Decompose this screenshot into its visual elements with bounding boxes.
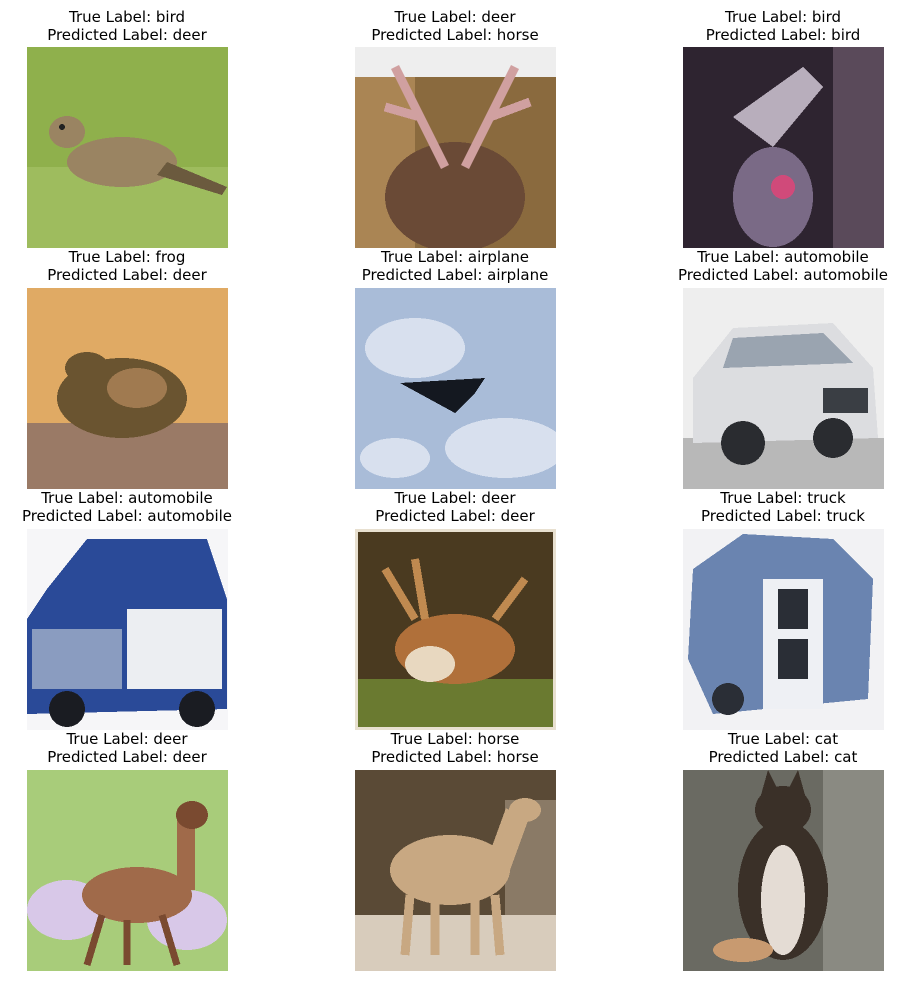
image-cell: True Label: deer Predicted Label: deer — [335, 489, 575, 525]
image-cell: True Label: frog Predicted Label: deer — [7, 248, 247, 284]
image-cell: True Label: cat Predicted Label: cat — [663, 730, 903, 766]
sample-image — [355, 288, 556, 489]
true-label-title: True Label: deer — [394, 489, 516, 507]
sample-image — [355, 770, 556, 971]
true-label-title: True Label: airplane — [380, 248, 530, 266]
deer-forest-picture — [355, 529, 556, 730]
true-label-title: True Label: frog — [68, 248, 186, 266]
sample-image — [355, 47, 556, 248]
bird-dark-picture — [683, 47, 884, 248]
frog-picture — [27, 288, 228, 489]
true-label-title: True Label: horse — [390, 730, 520, 748]
predicted-label-title: Predicted Label: automobile — [677, 266, 889, 284]
predicted-label-title: Predicted Label: deer — [375, 507, 535, 525]
true-label-title: True Label: bird — [724, 8, 842, 26]
deer-antlers-picture — [355, 47, 556, 248]
predicted-label-title: Predicted Label: deer — [47, 748, 207, 766]
true-label-title: True Label: cat — [727, 730, 839, 748]
predicted-label-title: Predicted Label: cat — [708, 748, 858, 766]
image-cell: True Label: truck Predicted Label: truck — [663, 489, 903, 525]
truck-picture — [683, 529, 884, 730]
sample-image — [355, 529, 556, 730]
true-label-title: True Label: deer — [394, 8, 516, 26]
image-cell: True Label: bird Predicted Label: bird — [663, 8, 903, 44]
cat-picture — [683, 770, 884, 971]
image-cell: True Label: deer Predicted Label: deer — [7, 730, 247, 766]
predicted-label-title: Predicted Label: horse — [371, 748, 539, 766]
bird-picture — [27, 47, 228, 248]
deer-field-picture — [27, 770, 228, 971]
image-cell: True Label: bird Predicted Label: deer — [7, 8, 247, 44]
true-label-title: True Label: automobile — [697, 248, 869, 266]
horse-picture — [355, 770, 556, 971]
sample-image — [27, 770, 228, 971]
predicted-label-title: Predicted Label: bird — [705, 26, 861, 44]
sample-image — [27, 288, 228, 489]
image-cell: True Label: deer Predicted Label: horse — [335, 8, 575, 44]
sample-image — [27, 529, 228, 730]
car-white-picture — [683, 288, 884, 489]
true-label-title: True Label: truck — [720, 489, 846, 507]
sample-image — [683, 288, 884, 489]
sample-image — [683, 529, 884, 730]
sample-image — [27, 47, 228, 248]
airplane-picture — [355, 288, 556, 489]
image-cell: True Label: horse Predicted Label: horse — [335, 730, 575, 766]
predicted-label-title: Predicted Label: truck — [701, 507, 865, 525]
predicted-label-title: Predicted Label: airplane — [361, 266, 549, 284]
predicted-label-title: Predicted Label: automobile — [21, 507, 233, 525]
image-cell: True Label: automobile Predicted Label: a… — [663, 248, 903, 284]
predicted-label-title: Predicted Label: horse — [371, 26, 539, 44]
predicted-label-title: Predicted Label: deer — [47, 266, 207, 284]
sample-image — [683, 770, 884, 971]
image-cell: True Label: automobile Predicted Label: a… — [7, 489, 247, 525]
image-cell: True Label: airplane Predicted Label: air… — [335, 248, 575, 284]
predicted-label-title: Predicted Label: deer — [47, 26, 207, 44]
true-label-title: True Label: deer — [66, 730, 188, 748]
true-label-title: True Label: automobile — [41, 489, 213, 507]
sample-image — [683, 47, 884, 248]
true-label-title: True Label: bird — [68, 8, 186, 26]
car-blue-picture — [27, 529, 228, 730]
